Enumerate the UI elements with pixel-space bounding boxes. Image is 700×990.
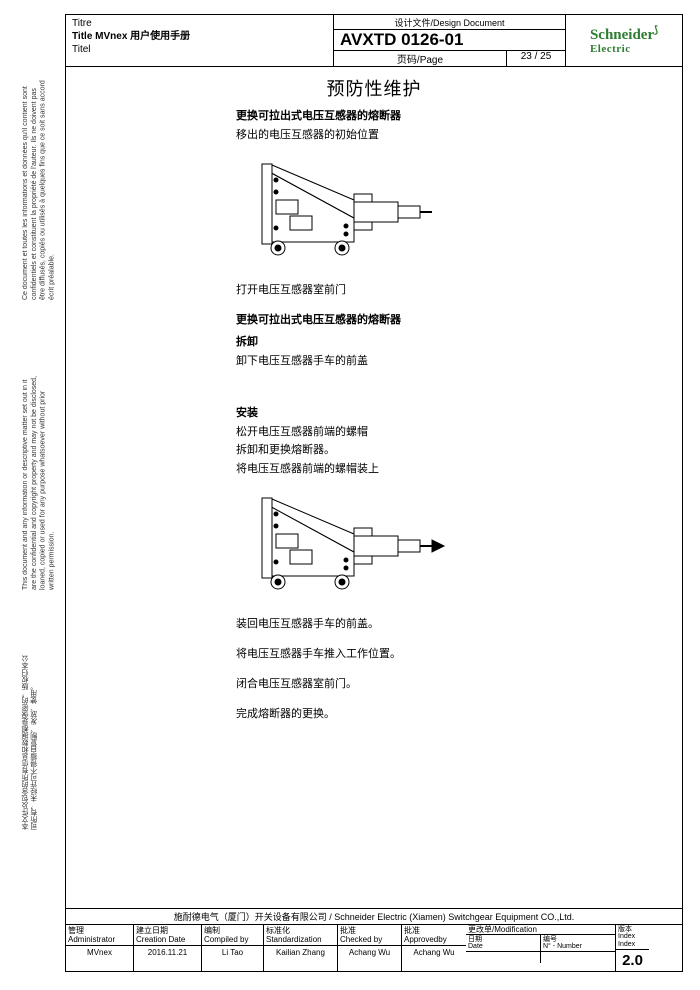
logo-text-2: Electric [590, 43, 631, 55]
section-3-sub: 安装 [236, 406, 616, 422]
footer-mod-date-v [466, 952, 541, 963]
footer-ver-h: 版本 Index Index [616, 925, 649, 950]
titre-label: Titre [72, 17, 327, 30]
footer-col-value: Achang Wu [402, 946, 466, 960]
titel-label: Titel [72, 43, 327, 56]
page-label: 页码/Page [334, 51, 507, 66]
section-3-p6: 闭合电压互感器室前门。 [236, 677, 616, 693]
section-2-head: 更换可拉出式电压互感器的熔断器 [236, 313, 616, 329]
page-title: 预防性维护 [74, 75, 674, 101]
section-3-p1: 松开电压互感器前端的螺帽 [236, 425, 616, 441]
footer-col: 建立日期 Creation Date2016.11.21 [134, 925, 202, 971]
footer-col-head: 标准化 Standardization [264, 925, 337, 946]
footer-modification: 更改单/Modification 日期 Date 编号 N° - Number [466, 925, 616, 971]
footer-col-value: MVnex [66, 946, 133, 960]
footer-col-head: 建立日期 Creation Date [134, 925, 201, 946]
title-value: MVnex 用户使用手册 [95, 31, 190, 42]
footer-mod-date-h: 日期 Date [466, 935, 541, 951]
footer-col: 管理 AdministratorMVnex [66, 925, 134, 971]
footer-mod-num-h: 编号 N° - Number [541, 935, 615, 951]
footer-col-value: Kailian Zhang [264, 946, 337, 960]
footer-col-value: Li Tao [202, 946, 263, 960]
logo-text-1: Schneider [590, 27, 654, 43]
footer-version: 2.0 [616, 950, 649, 971]
figure-1 [236, 150, 446, 270]
header-title-block: Titre Title MVnex 用户使用手册 Titel [66, 15, 334, 66]
footer-col-head: 批准 Checked by [338, 925, 401, 946]
footer: 施耐德电气（厦门）开关设备有限公司 / Schneider Electric (… [66, 908, 682, 971]
side-disclaimer-fr: Ce document et toutes les informations e… [22, 80, 57, 300]
section-1-p2: 打开电压互感器室前门 [236, 283, 616, 299]
footer-col: 标准化 StandardizationKailian Zhang [264, 925, 338, 971]
section-3-p4: 装回电压互感器手车的前盖。 [236, 617, 616, 633]
header: Titre Title MVnex 用户使用手册 Titel 设计文件/Desi… [66, 15, 682, 67]
section-3-p5: 将电压互感器手车推入工作位置。 [236, 647, 616, 663]
footer-col-value: 2016.11.21 [134, 946, 201, 960]
title-label: Title [72, 31, 92, 42]
header-doc-block: 设计文件/Design Document AVXTD 0126-01 页码/Pa… [334, 15, 566, 66]
footer-version-head: 版本 Index Index 2.0 [616, 925, 649, 971]
section-3-p2: 拆卸和更换熔断器。 [236, 443, 616, 459]
section-3-p3: 将电压互感器前端的螺帽装上 [236, 462, 616, 478]
page-value: 23 / 25 [507, 51, 565, 66]
design-document-label: 设计文件/Design Document [334, 15, 565, 29]
logo-icon: ⟆ [654, 25, 658, 36]
footer-col-head: 编制 Compiled by [202, 925, 263, 946]
document-number: AVXTD 0126-01 [334, 29, 565, 51]
section-2-sub: 拆卸 [236, 335, 616, 351]
section-3-p7: 完成熔断器的更换。 [236, 707, 616, 723]
footer-col-head: 管理 Administrator [66, 925, 133, 946]
brand-logo: Schneider⟆ Electric [566, 15, 682, 66]
page-body: 预防性维护 更换可拉出式电压互感器的熔断器 移出的电压互感器的初始位置 [66, 67, 682, 723]
section-1-head: 更换可拉出式电压互感器的熔断器 [236, 109, 616, 125]
content-column: 更换可拉出式电压互感器的熔断器 移出的电压互感器的初始位置 [236, 109, 616, 723]
footer-mod-label: 更改单/Modification [466, 925, 615, 935]
footer-col: 批准 Checked byAchang Wu [338, 925, 402, 971]
section-2-p1: 卸下电压互感器手车的前盖 [236, 354, 616, 370]
footer-table: 管理 AdministratorMVnex建立日期 Creation Date2… [66, 925, 682, 971]
footer-col: 批准 ApprovedbyAchang Wu [402, 925, 466, 971]
footer-mod-num-v [541, 952, 615, 963]
footer-company: 施耐德电气（厦门）开关设备有限公司 / Schneider Electric (… [66, 909, 682, 925]
side-disclaimer-zh: 本文件及包含的所有信息和数据都是保密的，版权归本公司所有，未经许可不得擅自复制、… [22, 650, 40, 830]
side-disclaimer-en: This document and any information or des… [22, 370, 57, 590]
footer-col-head: 批准 Approvedby [402, 925, 466, 946]
footer-col-value: Achang Wu [338, 946, 401, 960]
figure-2 [236, 484, 446, 604]
page-frame: Titre Title MVnex 用户使用手册 Titel 设计文件/Desi… [65, 14, 683, 972]
footer-col: 编制 Compiled byLi Tao [202, 925, 264, 971]
section-1-p1: 移出的电压互感器的初始位置 [236, 128, 616, 144]
